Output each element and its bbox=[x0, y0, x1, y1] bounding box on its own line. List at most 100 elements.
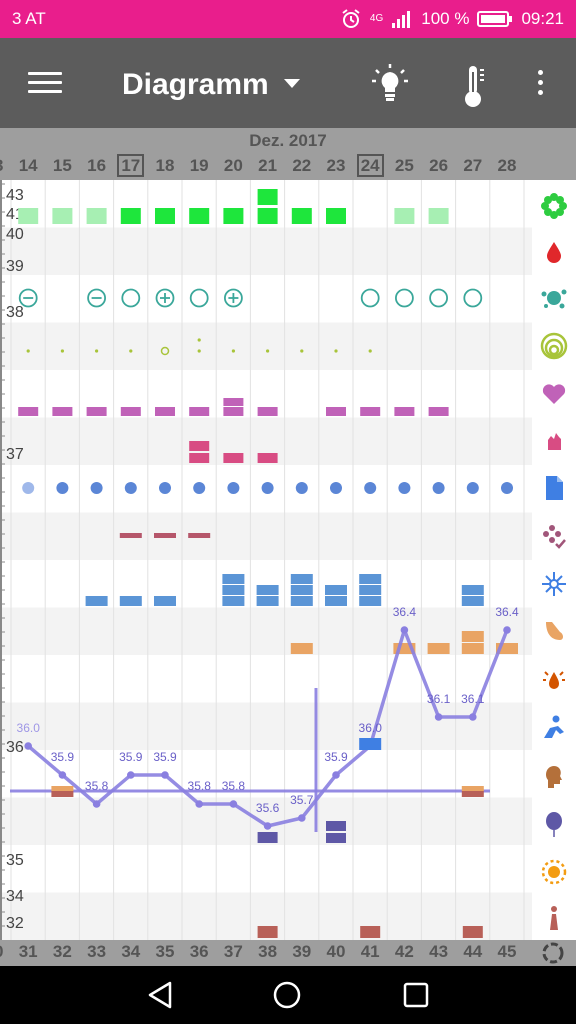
day-label[interactable]: 16 bbox=[87, 156, 107, 175]
splash-icon[interactable] bbox=[540, 284, 568, 312]
blue-bar bbox=[222, 596, 245, 606]
lightbulb-icon[interactable] bbox=[372, 64, 408, 104]
cervix-marker bbox=[223, 288, 243, 308]
day-label[interactable]: 20 bbox=[223, 156, 243, 175]
row-band bbox=[0, 512, 532, 560]
cycle-day-label: 44 bbox=[463, 942, 483, 961]
temperature-label: 35.9 bbox=[51, 750, 75, 764]
day-label[interactable]: 24 bbox=[355, 154, 385, 177]
sun-icon[interactable] bbox=[540, 858, 568, 886]
day-label[interactable]: 17 bbox=[116, 154, 146, 177]
flower-check-icon[interactable] bbox=[540, 522, 568, 550]
back-icon[interactable] bbox=[146, 980, 174, 1010]
cervix-marker bbox=[394, 288, 414, 308]
thermometer-icon[interactable] bbox=[458, 64, 488, 108]
day-label[interactable]: 19 bbox=[189, 156, 209, 175]
blue-dot bbox=[364, 482, 377, 494]
bleeding-strong bbox=[291, 208, 312, 224]
temperature-point bbox=[332, 771, 340, 779]
hand-icon[interactable] bbox=[540, 426, 568, 454]
fire-drop-icon[interactable] bbox=[540, 666, 568, 694]
symbol-column bbox=[532, 180, 576, 940]
flower-icon[interactable] bbox=[540, 192, 568, 220]
brown-marker bbox=[257, 926, 278, 938]
chevron-down-icon[interactable] bbox=[284, 79, 300, 88]
blue-square bbox=[359, 738, 382, 750]
blue-bar bbox=[325, 585, 347, 595]
blue-bar bbox=[359, 574, 382, 584]
temperature-point bbox=[195, 800, 203, 808]
cycle-day-label: 30 bbox=[0, 942, 9, 962]
temperature-point bbox=[58, 771, 67, 779]
blue-dot bbox=[159, 482, 171, 494]
day-label[interactable]: 15 bbox=[52, 156, 72, 175]
rings-icon[interactable] bbox=[540, 332, 568, 360]
document-icon[interactable] bbox=[540, 474, 568, 502]
recents-icon[interactable] bbox=[402, 981, 430, 1009]
day-label[interactable]: 23 bbox=[326, 156, 346, 175]
axis-label: 32 bbox=[6, 915, 24, 932]
signal-icon bbox=[392, 11, 411, 28]
temperature-label: 35.9 bbox=[153, 750, 177, 764]
mucus-dot bbox=[60, 349, 64, 353]
day-label[interactable]: 14 bbox=[18, 156, 38, 175]
breast-icon[interactable] bbox=[540, 618, 568, 646]
axis-label: 36 bbox=[6, 739, 24, 756]
orange-bar bbox=[427, 643, 450, 654]
day-label[interactable]: 27 bbox=[463, 156, 483, 175]
balloon-icon[interactable] bbox=[540, 810, 568, 838]
temperature-label: 36.4 bbox=[393, 605, 417, 619]
day-label[interactable]: 13 bbox=[0, 156, 9, 176]
orange-bar bbox=[461, 786, 484, 791]
mucus-ring bbox=[160, 346, 170, 356]
blue-dot bbox=[227, 482, 240, 494]
cycle-day-label: 32 bbox=[52, 942, 72, 961]
bleeding-strong bbox=[223, 208, 244, 224]
orange-bar bbox=[393, 643, 416, 654]
row-band bbox=[0, 702, 532, 750]
axis-label: 37 bbox=[6, 446, 24, 463]
temperature-point bbox=[24, 742, 32, 750]
temperature-point bbox=[161, 771, 169, 779]
sparkle-icon[interactable] bbox=[540, 570, 568, 598]
person-icon[interactable] bbox=[540, 904, 568, 932]
more-vert-icon[interactable] bbox=[532, 70, 548, 100]
status-bar: 3 AT 4G 100 % 09:21 bbox=[0, 0, 576, 38]
exercise-icon[interactable] bbox=[540, 714, 568, 742]
day-label[interactable]: 22 bbox=[292, 156, 312, 175]
temperature-label: 35.7 bbox=[290, 793, 314, 807]
day-label[interactable]: 21 bbox=[258, 156, 278, 175]
temperature-point bbox=[92, 800, 101, 808]
day-label[interactable]: 18 bbox=[155, 156, 175, 175]
day-label[interactable]: 25 bbox=[394, 156, 414, 175]
battery-icon bbox=[477, 11, 513, 27]
carrier-label: 3 AT bbox=[12, 9, 46, 28]
navy-block bbox=[257, 832, 278, 843]
sex-marker bbox=[223, 407, 244, 416]
blue-bar bbox=[256, 596, 279, 606]
temperature-label: 36.0 bbox=[17, 721, 41, 735]
menu-icon[interactable] bbox=[28, 72, 62, 94]
bleeding-strong bbox=[189, 208, 210, 224]
blue-bar bbox=[359, 585, 382, 595]
cycle-day-label: 33 bbox=[87, 942, 107, 961]
heart-icon[interactable] bbox=[540, 380, 568, 408]
day-label[interactable]: 26 bbox=[429, 156, 449, 175]
day-label[interactable]: 28 bbox=[497, 156, 517, 175]
drop-icon[interactable] bbox=[540, 238, 568, 266]
page-title[interactable]: Diagramm bbox=[122, 68, 269, 101]
row-band bbox=[0, 227, 532, 275]
red-dash bbox=[188, 533, 211, 538]
blue-bar bbox=[119, 596, 142, 606]
temperature-label: 36.1 bbox=[461, 692, 485, 706]
blue-bar bbox=[256, 585, 279, 595]
home-icon[interactable] bbox=[272, 980, 302, 1010]
temperature-label: 35.9 bbox=[119, 750, 143, 764]
cycle-chart[interactable]: 43 41 40 39 38 37 36 35 34 32 36.0 35.9 35.8 35.9 35.9… bbox=[0, 180, 532, 940]
head-icon[interactable] bbox=[540, 762, 568, 790]
nav-bar bbox=[0, 966, 576, 1024]
mucus-dot bbox=[129, 349, 133, 353]
cycle-icon[interactable] bbox=[540, 940, 566, 966]
bleeding-strong bbox=[155, 208, 175, 224]
